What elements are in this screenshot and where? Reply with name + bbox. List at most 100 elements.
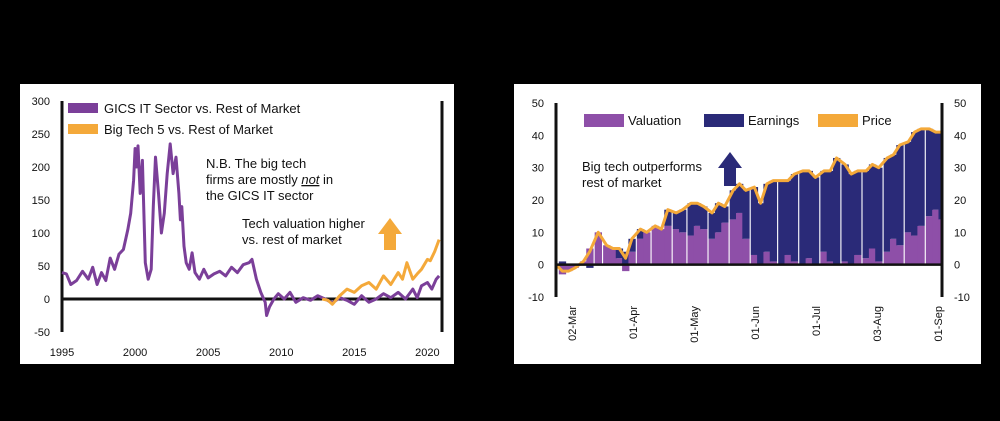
earnings-bar <box>735 183 744 213</box>
valuation-bar <box>664 225 672 265</box>
valuation-bar <box>932 209 940 265</box>
x-tick-label: 01-Apr <box>628 306 640 339</box>
earnings-bar <box>679 209 687 233</box>
x-tick-label: 2005 <box>196 347 220 359</box>
earnings-bar <box>799 170 807 265</box>
valuation-bar <box>721 222 729 265</box>
x-tick-label: 2020 <box>415 347 439 359</box>
valuation-bar <box>586 248 594 265</box>
earnings-bar <box>742 190 750 239</box>
valuation-bar <box>904 232 913 265</box>
valuation-bar <box>708 238 716 265</box>
valuation-bar <box>883 251 891 265</box>
x-tick-label: 2010 <box>269 347 293 359</box>
earnings-bar <box>911 132 919 236</box>
valuation-bar <box>714 232 723 265</box>
earnings-bar <box>889 154 898 239</box>
y-tick-label: 150 <box>32 195 50 207</box>
y-tick-label-right: 10 <box>954 227 966 239</box>
earnings-bar <box>790 174 799 262</box>
y-tick-label-right: -10 <box>954 292 970 304</box>
series-line-gics <box>61 142 441 317</box>
valuation-bar <box>862 258 870 265</box>
valuation-bar <box>805 258 813 265</box>
x-tick-label: 03-Aug <box>872 306 884 341</box>
y-tick-label: 250 <box>32 129 50 141</box>
earnings-bar <box>721 206 729 223</box>
x-tick-label: 2000 <box>123 347 147 359</box>
note-line-3: the GICS IT sector <box>206 188 314 203</box>
y-tick-label: -50 <box>34 327 50 339</box>
earnings-bar <box>833 157 841 265</box>
y-tick-label-right: 0 <box>954 260 960 272</box>
valuation-bar <box>875 261 883 265</box>
valuation-bar <box>687 235 695 265</box>
outperform-line-2: rest of market <box>582 175 662 190</box>
earnings-bar <box>904 141 913 233</box>
earnings-bar <box>586 264 594 268</box>
x-tick-label: 02-Mar <box>567 306 579 341</box>
y-tick-label: 300 <box>32 96 50 108</box>
valuation-bar <box>651 225 659 265</box>
valuation-bar <box>763 251 771 265</box>
earnings-bar <box>847 174 856 265</box>
earnings-bar <box>700 206 708 230</box>
valuation-bar <box>657 229 666 265</box>
valuation-line-2: vs. rest of market <box>242 232 342 247</box>
valuation-bar <box>790 261 799 265</box>
valuation-bar <box>700 229 708 265</box>
valuation-bar <box>841 261 849 265</box>
y-tick-label-right: 20 <box>954 195 966 207</box>
series-line-price <box>554 127 942 273</box>
legend-swatch-price <box>818 114 858 127</box>
x-tick-label: 2015 <box>342 347 366 359</box>
up-arrow-orange-icon <box>378 218 402 250</box>
legend-label-valuation: Valuation <box>628 113 681 128</box>
note-line-1: N.B. The big tech <box>206 156 306 171</box>
earnings-bar <box>757 203 765 265</box>
x-tick-label: 01-Jul <box>811 306 823 336</box>
up-arrow-navy-icon <box>718 152 742 186</box>
earnings-bar <box>868 164 877 249</box>
y-tick-label: -10 <box>528 292 544 304</box>
legend-label-bigtech: Big Tech 5 vs. Rest of Market <box>104 122 273 137</box>
valuation-bar <box>594 232 602 265</box>
right-chart-panel: 50 40 30 20 10 0 -10 50 40 30 20 10 0 -10 02-Mar 01-Apr… <box>514 84 981 364</box>
y-tick-label: 0 <box>538 260 544 272</box>
y-tick-label-right: 30 <box>954 163 966 175</box>
valuation-bar <box>769 261 778 265</box>
earnings-bar <box>784 180 792 255</box>
y-tick-label: 30 <box>532 163 544 175</box>
series-line-bigtech <box>321 239 441 306</box>
decomposition-chart: 50 40 30 20 10 0 -10 50 40 30 20 10 0 -10 02-Mar 01-Apr… <box>528 98 970 343</box>
earnings-bar <box>664 209 672 226</box>
earnings-bar <box>932 132 940 210</box>
valuation-bar <box>636 238 645 265</box>
valuation-bar <box>679 232 687 265</box>
x-tick-label: 01-Sep <box>933 306 945 341</box>
earnings-bar <box>862 170 870 259</box>
earnings-bar <box>729 190 737 220</box>
earnings-bar <box>826 170 835 262</box>
valuation-bar <box>672 229 681 265</box>
valuation-bar <box>854 254 862 265</box>
valuation-bar <box>565 264 573 272</box>
earnings-bar <box>708 212 716 239</box>
earnings-bar <box>615 248 624 259</box>
valuation-bar <box>784 254 792 265</box>
earnings-bar <box>687 203 695 236</box>
earnings-bar <box>672 212 681 230</box>
valuation-bar <box>735 212 744 265</box>
earnings-bar <box>636 229 645 239</box>
valuation-bar <box>896 245 904 265</box>
y-tick-label: 40 <box>532 130 544 142</box>
earnings-bar <box>714 203 723 233</box>
outperform-line-1: Big tech outperforms <box>582 159 702 174</box>
x-tick-label: 01-May <box>689 306 701 343</box>
earnings-bar <box>925 128 934 217</box>
valuation-bar <box>729 219 737 265</box>
y-tick-label-right: 50 <box>954 98 966 110</box>
legend-swatch-bigtech <box>68 124 98 134</box>
valuation-line-1: Tech valuation higher <box>242 216 366 231</box>
earnings-bar <box>693 203 702 226</box>
